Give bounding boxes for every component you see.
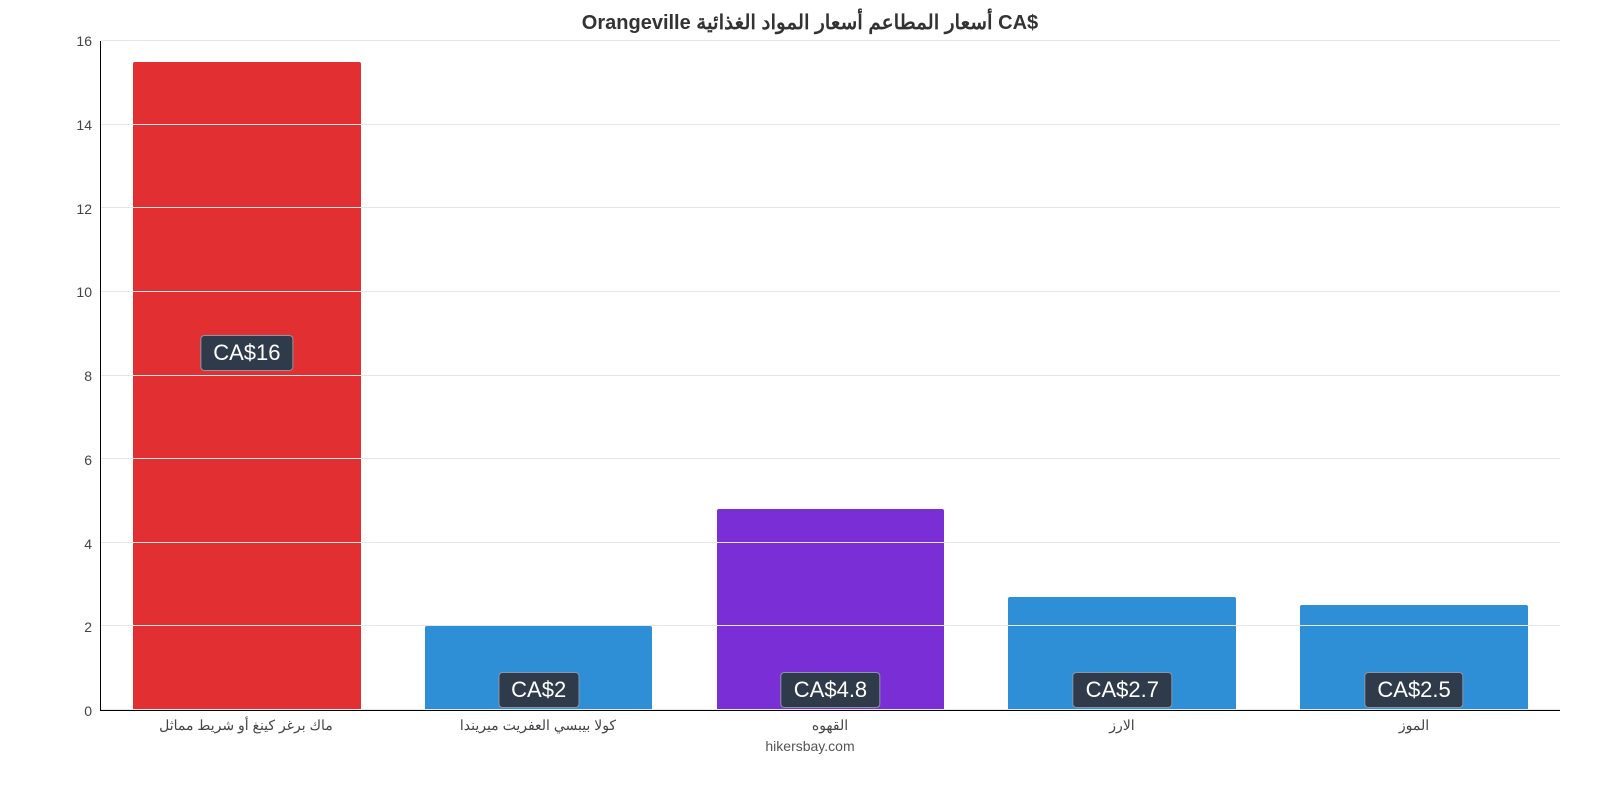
credit-text: hikersbay.com (60, 738, 1560, 754)
x-axis-labels: ماك برغر كينغ أو شريط مماثلكولا بيبسي ال… (100, 711, 1560, 734)
bars-container: CA$16 CA$2 CA$4.8 CA$2.7 CA$2.5 (101, 41, 1560, 710)
bar: CA$2.5 (1300, 605, 1528, 710)
bar-slot: CA$16 (101, 41, 393, 710)
x-category-label: القهوه (684, 711, 976, 734)
bar-value-label: CA$2.7 (1073, 672, 1172, 708)
y-tick-label: 8 (60, 368, 92, 384)
bar-slot: CA$2 (393, 41, 685, 710)
bar: CA$2.7 (1008, 597, 1236, 710)
bar-value-label: CA$4.8 (781, 672, 880, 708)
price-chart: Orangeville أسعار المطاعم أسعار المواد ا… (0, 0, 1600, 800)
bar: CA$2 (425, 626, 653, 710)
grid-line (101, 207, 1560, 208)
bar-slot: CA$4.8 (685, 41, 977, 710)
grid-line (101, 542, 1560, 543)
y-tick-label: 16 (60, 33, 92, 49)
bar-slot: CA$2.5 (1268, 41, 1560, 710)
grid-line (101, 709, 1560, 710)
bar: CA$4.8 (717, 509, 945, 710)
x-category-label: كولا بيبسي العفريت ميريندا (392, 711, 684, 734)
y-tick-label: 10 (60, 284, 92, 300)
x-category-label: ماك برغر كينغ أو شريط مماثل (100, 711, 392, 734)
grid-line (101, 291, 1560, 292)
y-tick-label: 2 (60, 619, 92, 635)
y-tick-label: 12 (60, 201, 92, 217)
y-tick-label: 4 (60, 536, 92, 552)
grid-line (101, 458, 1560, 459)
x-category-label: الارز (976, 711, 1268, 734)
y-tick-label: 6 (60, 452, 92, 468)
chart-title: Orangeville أسعار المطاعم أسعار المواد ا… (60, 10, 1560, 35)
y-tick-label: 0 (60, 703, 92, 719)
plot-row: 0246810121416 CA$16CA$2CA$4.8CA$2.7CA$2.… (60, 41, 1560, 711)
y-tick-label: 14 (60, 117, 92, 133)
x-category-label: الموز (1268, 711, 1560, 734)
bar-value-label: CA$2.5 (1364, 672, 1463, 708)
bar-value-label: CA$16 (200, 335, 293, 371)
grid-line (101, 40, 1560, 41)
grid-line (101, 375, 1560, 376)
y-axis: 0246810121416 (60, 41, 100, 711)
plot-area: CA$16 CA$2 CA$4.8 CA$2.7 CA$2.5 (100, 41, 1560, 711)
grid-line (101, 124, 1560, 125)
grid-line (101, 625, 1560, 626)
bar: CA$16 (133, 62, 361, 710)
bar-value-label: CA$2 (498, 672, 579, 708)
bar-slot: CA$2.7 (976, 41, 1268, 710)
